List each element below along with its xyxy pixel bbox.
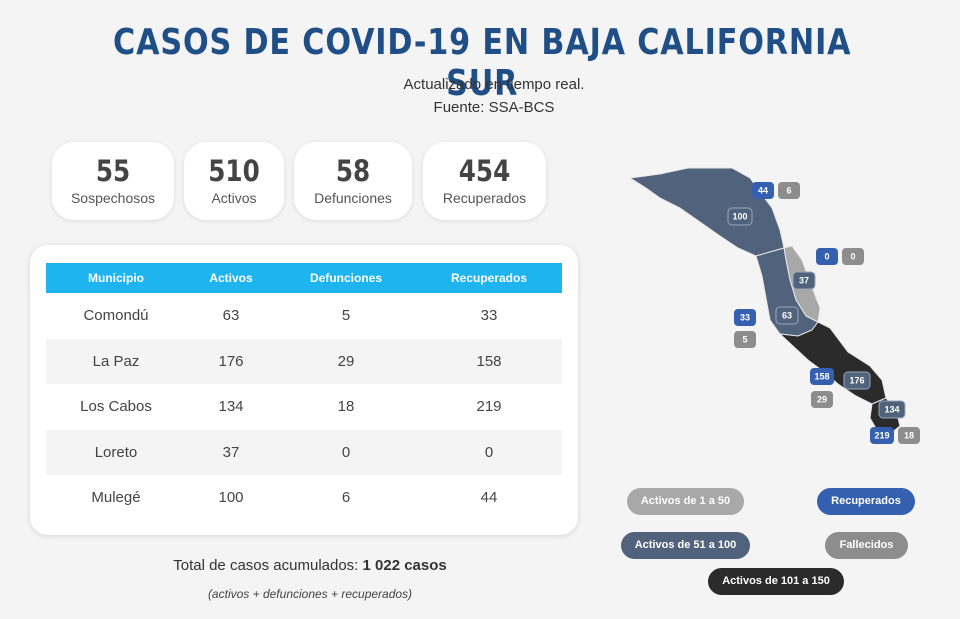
cell-recuperados: 33	[480, 307, 498, 325]
map-deaths-badge-mulege: 6	[778, 182, 800, 199]
stat-card-active: 510 Activos	[184, 142, 284, 220]
cell-defunciones: 6	[341, 489, 351, 507]
legend-active-51-100: Activos de 51 a 100	[621, 532, 750, 559]
update-note: Actualizado en tiempo real.	[403, 76, 585, 93]
column-header-municipio: Municipio	[46, 263, 186, 293]
map-deaths-badge-comondu: 5	[734, 331, 756, 348]
table-row: La Paz 176 29 158	[46, 338, 562, 384]
cell-activos: 37	[186, 429, 276, 475]
stat-label: Defunciones	[314, 190, 392, 206]
bcs-map: 100 37 63 176 134 44 6 0 0 33 5	[628, 167, 920, 444]
map-deaths-value: 18	[904, 431, 914, 441]
source-note: Fuente: SSA-BCS	[433, 99, 555, 116]
cell-municipio: Comondú	[83, 307, 149, 325]
total-label: Total de casos acumulados:	[173, 557, 363, 574]
map-active-value: 63	[782, 311, 792, 321]
column-header-recuperados: Recuperados	[416, 263, 562, 293]
page-title: CASOS DE COVID-19 EN BAJA CALIFORNIA SUR	[113, 22, 852, 104]
cell-defunciones: 5	[341, 307, 351, 325]
legend-active-1-50: Activos de 1 a 50	[627, 488, 744, 515]
total-cases: Total de casos acumulados: 1 022 casos	[130, 557, 490, 574]
cell-recuperados: 44	[480, 489, 498, 507]
map-active-value: 100	[732, 212, 747, 222]
map-recovered-value: 158	[814, 372, 829, 382]
map-active-value: 176	[849, 376, 864, 386]
region-mulege	[628, 167, 785, 257]
stat-card-recovered: 454 Recuperados	[423, 142, 546, 220]
cell-municipio: Loreto	[46, 429, 186, 475]
stat-label: Sospechosos	[70, 190, 156, 206]
map-active-badge-la-paz: 176	[843, 371, 871, 390]
table-header-row: Municipio Activos Defunciones Recuperado…	[46, 263, 562, 293]
column-header-defunciones: Defunciones	[276, 263, 416, 293]
map-recovered-badge-los-cabos: 219	[870, 427, 894, 444]
map-recovered-value: 219	[874, 431, 889, 441]
map-active-badge-loreto: 37	[792, 271, 816, 290]
legend-deaths: Fallecidos	[825, 532, 908, 559]
map-active-value: 37	[799, 276, 809, 286]
stat-label: Recuperados	[442, 190, 527, 206]
legend-active-101-150: Activos de 101 a 150	[708, 568, 844, 595]
stat-value: 55	[95, 154, 131, 188]
stat-value: 454	[458, 154, 511, 188]
map-recovered-value: 33	[740, 313, 750, 323]
municipality-table-card: Municipio Activos Defunciones Recuperado…	[30, 245, 578, 535]
cell-defunciones: 0	[276, 429, 416, 475]
cell-municipio: Los Cabos	[80, 398, 152, 416]
stat-label: Activos	[211, 190, 257, 206]
cell-municipio: Mulegé	[91, 489, 141, 507]
map-deaths-value: 5	[742, 335, 747, 345]
legend-recovered: Recuperados	[817, 488, 915, 515]
cell-defunciones: 29	[276, 338, 416, 384]
total-formula-note: (activos + defunciones + recuperados)	[207, 587, 413, 601]
table-row: Comondú 63 5 33	[46, 293, 562, 339]
map-deaths-value: 6	[786, 186, 791, 196]
cell-recuperados: 0	[416, 429, 562, 475]
map-recovered-badge-comondu: 33	[734, 309, 756, 326]
table-row: Mulegé 100 6 44	[46, 475, 562, 521]
municipality-table: Municipio Activos Defunciones Recuperado…	[46, 263, 562, 521]
cell-activos: 134	[218, 398, 244, 416]
map-recovered-value: 44	[758, 186, 768, 196]
map-deaths-value: 29	[817, 395, 827, 405]
table-row: Loreto 37 0 0	[46, 429, 562, 475]
cell-activos: 63	[222, 307, 240, 325]
cell-defunciones: 18	[337, 398, 355, 416]
cell-activos: 176	[186, 338, 276, 384]
map-active-value: 134	[884, 405, 899, 415]
map-deaths-badge-los-cabos: 18	[898, 427, 920, 444]
cell-municipio: La Paz	[46, 338, 186, 384]
total-value: 1 022 casos	[362, 557, 447, 574]
cell-recuperados: 158	[416, 338, 562, 384]
map-active-badge-los-cabos: 134	[878, 400, 906, 419]
column-header-activos: Activos	[186, 263, 276, 293]
stat-value: 58	[335, 154, 371, 188]
map-deaths-value: 0	[850, 252, 855, 262]
map-recovered-badge-la-paz: 158	[810, 368, 834, 385]
cell-activos: 100	[218, 489, 244, 507]
table-row: Los Cabos 134 18 219	[46, 384, 562, 430]
stat-card-deaths: 58 Defunciones	[294, 142, 412, 220]
map-active-badge-comondu: 63	[775, 306, 799, 325]
cell-recuperados: 219	[476, 398, 502, 416]
map-recovered-value: 0	[824, 252, 829, 262]
map-deaths-badge-loreto: 0	[842, 248, 864, 265]
map-recovered-badge-loreto: 0	[816, 248, 838, 265]
stat-value: 510	[208, 154, 260, 188]
map-recovered-badge-mulege: 44	[752, 182, 774, 199]
stat-card-suspected: 55 Sospechosos	[52, 142, 174, 220]
map-deaths-badge-la-paz: 29	[811, 391, 833, 408]
map-active-badge-mulege: 100	[727, 207, 753, 226]
